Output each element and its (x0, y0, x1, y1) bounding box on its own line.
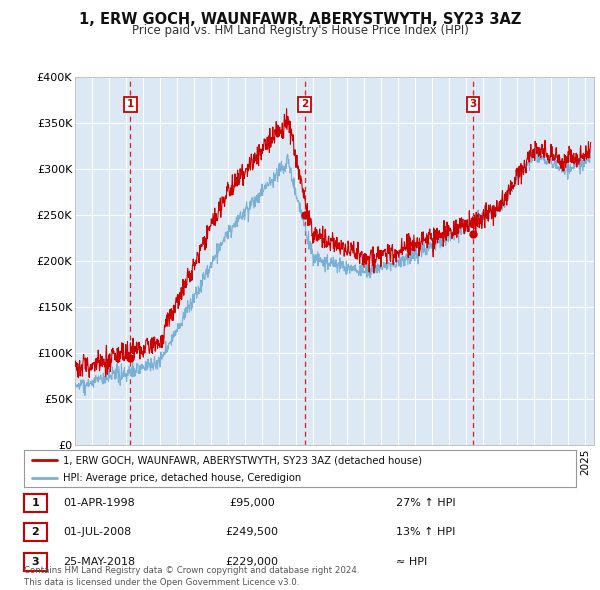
Text: £95,000: £95,000 (229, 498, 275, 507)
Text: 27% ↑ HPI: 27% ↑ HPI (396, 498, 455, 507)
Text: 01-JUL-2008: 01-JUL-2008 (63, 527, 131, 537)
Text: 2: 2 (32, 527, 39, 537)
Text: HPI: Average price, detached house, Ceredigion: HPI: Average price, detached house, Cere… (62, 473, 301, 483)
Text: 3: 3 (470, 99, 477, 109)
Text: Price paid vs. HM Land Registry's House Price Index (HPI): Price paid vs. HM Land Registry's House … (131, 24, 469, 37)
Text: 2: 2 (301, 99, 308, 109)
Text: 01-APR-1998: 01-APR-1998 (63, 498, 135, 507)
Text: £249,500: £249,500 (226, 527, 278, 537)
Text: 1: 1 (127, 99, 134, 109)
Text: 13% ↑ HPI: 13% ↑ HPI (396, 527, 455, 537)
Text: 1, ERW GOCH, WAUNFAWR, ABERYSTWYTH, SY23 3AZ (detached house): 1, ERW GOCH, WAUNFAWR, ABERYSTWYTH, SY23… (62, 455, 422, 466)
Text: £229,000: £229,000 (226, 557, 278, 566)
Text: 3: 3 (32, 557, 39, 566)
Text: ≈ HPI: ≈ HPI (396, 557, 427, 566)
Text: 1: 1 (32, 498, 39, 507)
Text: 1, ERW GOCH, WAUNFAWR, ABERYSTWYTH, SY23 3AZ: 1, ERW GOCH, WAUNFAWR, ABERYSTWYTH, SY23… (79, 12, 521, 27)
Text: Contains HM Land Registry data © Crown copyright and database right 2024.
This d: Contains HM Land Registry data © Crown c… (24, 566, 359, 587)
Text: 25-MAY-2018: 25-MAY-2018 (63, 557, 135, 566)
